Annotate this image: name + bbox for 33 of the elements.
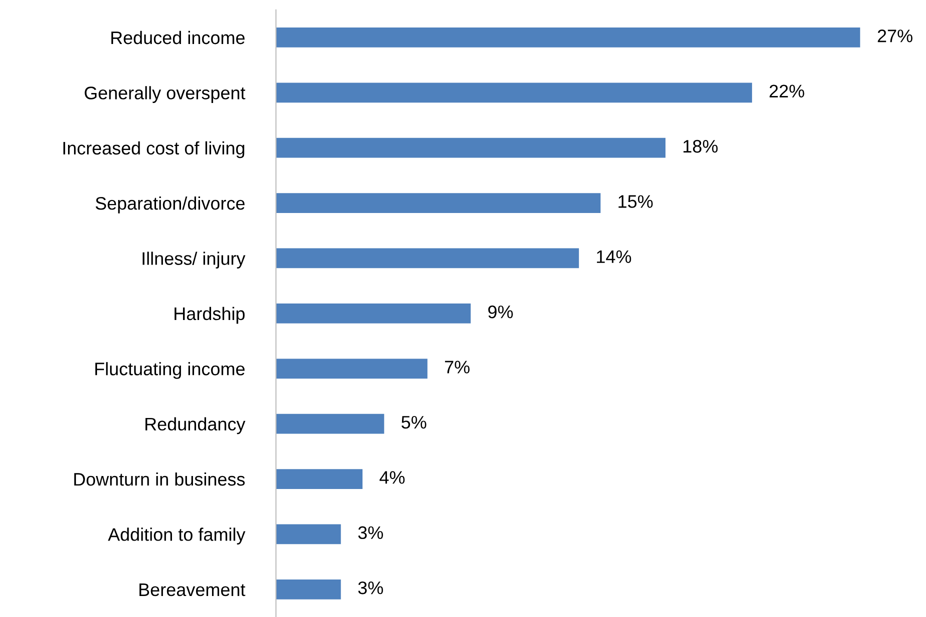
data-label: 3%: [358, 526, 383, 540]
data-label: 15%: [618, 195, 653, 208]
y-tick-label: Bereavement: [139, 584, 246, 596]
y-tick-label: Generally overspent: [84, 86, 246, 103]
bar: [276, 414, 384, 434]
data-label: 27%: [878, 30, 912, 42]
y-tick-label: Increased cost of living: [63, 141, 244, 158]
y-tick-label: Illness/ injury: [142, 252, 246, 269]
data-label: 18%: [684, 140, 718, 153]
bar: [276, 28, 860, 48]
y-tick-label: Addition to family: [108, 528, 246, 544]
bar: [276, 248, 579, 268]
bar: [276, 524, 341, 544]
y-tick-label: Hardship: [174, 306, 245, 324]
data-label: 7%: [445, 360, 470, 374]
data-label: 14%: [596, 250, 632, 264]
bar: [276, 304, 471, 324]
data-label: 3%: [358, 581, 383, 594]
y-tick-label: Redundancy: [145, 417, 246, 434]
bar: [276, 358, 428, 379]
bar: [276, 579, 341, 600]
y-tick-label: Fluctuating income: [95, 362, 245, 379]
bar: [276, 138, 666, 158]
bar: [276, 193, 601, 213]
data-label: 22%: [770, 84, 804, 98]
y-tick-label: Separation/divorce: [96, 196, 245, 214]
data-label: 5%: [402, 416, 426, 429]
y-tick-label: Reduced income: [111, 30, 245, 44]
y-tick-label: Downturn in business: [74, 472, 245, 486]
data-label: 4%: [380, 471, 405, 484]
bar: [276, 469, 363, 489]
bar: [276, 82, 752, 103]
data-label: 9%: [488, 305, 513, 318]
